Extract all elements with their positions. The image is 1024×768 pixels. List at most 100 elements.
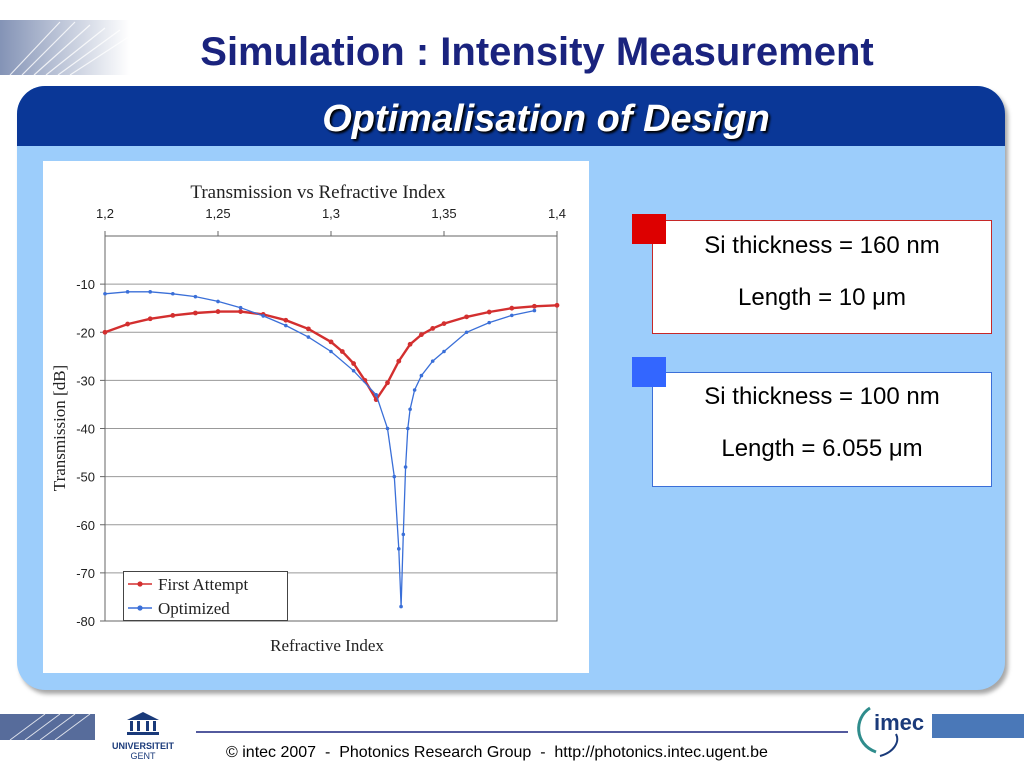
data-point — [170, 313, 176, 318]
footer-text: © intec 2007 - Photonics Research Group … — [226, 744, 768, 762]
x-tick-label: 1,3 — [322, 206, 340, 221]
legend-entry-optimized: Optimized — [128, 599, 230, 618]
data-point — [238, 309, 244, 314]
data-point — [238, 305, 243, 310]
university-name-line1: UNIVERSITEIT — [111, 741, 174, 751]
chart-container: Transmission vs Refractive Index -10 -20 -… — [43, 161, 589, 673]
design-second-thickness: Si thickness = 100 nm — [704, 383, 940, 410]
university-logo: UNIVERSITEIT GENT — [103, 710, 183, 761]
data-point — [430, 326, 436, 331]
legend-graphic: First Attempt Optimized — [128, 575, 248, 618]
y-tick-label: -70 — [76, 566, 95, 581]
data-point — [215, 309, 221, 314]
data-point — [419, 373, 424, 378]
data-point — [329, 349, 333, 354]
data-point — [147, 316, 153, 322]
data-point — [385, 380, 390, 386]
data-point — [261, 314, 265, 318]
plot-area-border — [104, 235, 558, 622]
data-point — [385, 426, 390, 431]
data-point — [487, 320, 492, 325]
data-point — [306, 326, 311, 332]
data-point — [374, 393, 379, 397]
footer-decoration — [0, 713, 1024, 741]
corner-decoration — [0, 20, 131, 76]
data-point — [401, 532, 406, 537]
x-tick-label: 1,2 — [96, 206, 114, 221]
y-tick-label: -10 — [76, 277, 95, 292]
design-second-length: Length = 6.055 μm — [721, 435, 923, 462]
slide-title: Simulation : Intensity Measurement — [200, 30, 874, 74]
x-tick-label: 1,35 — [431, 206, 456, 221]
design-box-first: Si thickness = 160 nm Length = 10 μm — [652, 220, 992, 334]
y-axis-label: Transmission [dB] — [50, 365, 69, 491]
data-point — [486, 309, 492, 315]
data-point — [193, 310, 198, 316]
data-point — [510, 313, 514, 318]
x-tick-label: 1,4 — [548, 206, 566, 221]
data-point — [396, 358, 402, 364]
panel-header — [17, 86, 1005, 146]
transmission-chart: Transmission vs Refractive Index -10 -20 -… — [50, 182, 566, 655]
imec-logo: imec — [850, 700, 930, 760]
footer-group: Photonics Research Group — [339, 744, 532, 761]
data-point — [351, 368, 356, 373]
data-point — [441, 321, 447, 326]
data-point — [306, 335, 311, 339]
footer-separator-1: - — [324, 744, 331, 761]
y-tick-label: -40 — [76, 422, 95, 437]
series-line — [104, 304, 558, 402]
data-point — [193, 294, 198, 299]
series-optimized — [103, 290, 537, 609]
university-building-icon — [127, 712, 159, 735]
blue-square-marker — [632, 357, 666, 387]
imec-swirl-icon — [857, 706, 899, 757]
imec-wordmark: imec — [874, 710, 925, 735]
data-point — [284, 323, 288, 328]
footer-separator-2: - — [540, 744, 546, 761]
data-point — [532, 308, 537, 313]
footer-url[interactable]: http://photonics.intec.ugent.be — [554, 744, 768, 761]
data-point — [532, 303, 537, 309]
legend-label-optimized: Optimized — [158, 599, 230, 618]
data-point — [392, 474, 397, 479]
data-point — [283, 317, 289, 323]
panel-subtitle: Optimalisation of Design — [322, 98, 770, 140]
series-line — [104, 291, 535, 607]
red-square-marker — [632, 214, 666, 244]
data-point — [397, 547, 401, 551]
data-point — [171, 291, 175, 296]
design-first-length: Length = 10 μm — [738, 284, 906, 311]
x-tick-label: 1,25 — [205, 206, 230, 221]
data-point — [328, 339, 334, 345]
footer-copyright: © intec 2007 — [226, 744, 317, 761]
data-point — [509, 305, 515, 311]
chart-legend: First Attempt Optimized — [123, 571, 288, 621]
data-point — [103, 291, 107, 296]
data-point — [430, 359, 435, 363]
data-point — [403, 465, 408, 469]
data-point — [148, 290, 152, 294]
data-point — [125, 290, 130, 294]
data-point — [408, 407, 412, 412]
series-first-attempt — [102, 302, 560, 403]
legend-label-first-attempt: First Attempt — [158, 575, 248, 594]
data-point — [554, 302, 560, 308]
data-point — [125, 321, 130, 327]
data-point — [419, 332, 424, 338]
data-point — [464, 314, 469, 320]
y-tick-label: -60 — [76, 518, 95, 533]
y-tick-label: -50 — [76, 470, 95, 485]
data-point — [412, 388, 417, 392]
x-axis-label: Refractive Index — [270, 636, 384, 655]
data-point — [102, 329, 108, 335]
data-point — [442, 349, 446, 354]
legend-entry-first-attempt: First Attempt — [128, 575, 248, 594]
chart-title: Transmission vs Refractive Index — [190, 182, 446, 203]
data-point — [351, 361, 356, 366]
data-point — [399, 604, 403, 609]
data-point — [339, 349, 345, 354]
data-point — [464, 330, 469, 335]
data-point — [407, 341, 413, 347]
university-name-line2: GENT — [130, 751, 156, 761]
